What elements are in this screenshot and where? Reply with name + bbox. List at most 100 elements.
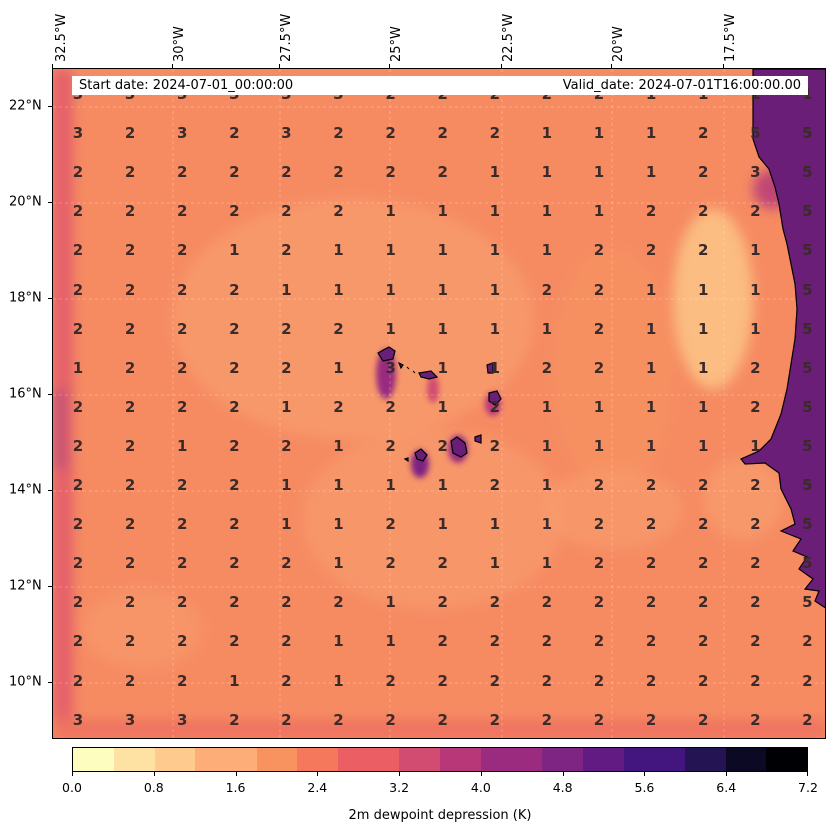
cape-verde-islands (377, 346, 502, 463)
grid-value: 1 (385, 241, 396, 260)
grid-value: 1 (645, 163, 657, 182)
grid-value: 2 (489, 632, 501, 651)
lat-label: 10°N (9, 674, 42, 690)
grid-value: 2 (697, 593, 709, 612)
grid-value: 2 (750, 710, 761, 729)
grid-value: 2 (176, 319, 188, 338)
grid-value: 2 (229, 319, 240, 338)
grid-value: 1 (645, 124, 657, 143)
grid-value: 2 (176, 476, 188, 494)
grid-value: 2 (72, 671, 84, 690)
grid-value: 2 (541, 280, 553, 299)
grid-value: 2 (176, 241, 188, 260)
grid-value: 5 (802, 554, 813, 573)
colorbar-swatch (664, 748, 685, 771)
lat-label: 22°N (9, 98, 42, 114)
grid-value: 2 (124, 163, 136, 182)
grid-value: 1 (489, 202, 501, 221)
grid-value: 1 (541, 202, 553, 221)
grid-value: 1 (645, 319, 657, 338)
grid-value: 1 (697, 397, 709, 416)
grid-value: 1 (541, 436, 553, 455)
valid-date-text: Valid_date: 2024-07-01T16:00:00.00 (562, 78, 801, 93)
grid-value: 1 (489, 241, 501, 260)
grid-value: 2 (72, 202, 84, 221)
colorbar-swatch (236, 748, 257, 771)
grid-value: 1 (385, 202, 396, 221)
colorbar-swatch (603, 748, 624, 771)
grid-value: 2 (333, 710, 344, 729)
colorbar-swatch (419, 748, 441, 771)
lon-label: 20°W (611, 26, 626, 62)
grid-value: 2 (697, 554, 709, 573)
grid-value: 2 (229, 710, 240, 729)
grid-value: 2 (593, 515, 605, 534)
lat-tick (48, 202, 52, 203)
grid-value: 1 (697, 436, 709, 455)
grid-value: 2 (385, 515, 396, 534)
grid-value: 2 (333, 124, 344, 143)
grid-value: 2 (176, 202, 188, 221)
grid-value: 1 (489, 358, 501, 377)
grid-value: 1 (750, 241, 761, 260)
grid-value: 2 (750, 476, 761, 494)
grid-value: 2 (176, 280, 188, 299)
grid-value: 3 (176, 124, 188, 143)
colorbar-swatch (317, 748, 339, 771)
grid-value: 3 (72, 124, 84, 143)
lat-tick (48, 394, 52, 395)
colorbar-swatch (93, 748, 114, 771)
colorbar-swatch (705, 748, 726, 771)
grid-value: 1 (333, 241, 344, 260)
grid-value: 2 (750, 632, 761, 651)
grid-value: 2 (229, 163, 240, 182)
grid-value: 2 (385, 124, 396, 143)
grid-value: 2 (72, 319, 84, 338)
colorbar-tick (726, 772, 728, 776)
grid-value: 5 (802, 280, 813, 299)
colorbar-swatch (113, 748, 135, 771)
grid-value: 2 (176, 593, 188, 612)
grid-value: 2 (437, 436, 448, 455)
lat-label: 18°N (9, 290, 42, 306)
grid-value: 2 (176, 515, 188, 534)
colorbar-swatch (745, 748, 767, 771)
grid-value: 2 (124, 397, 136, 416)
grid-value: 2 (802, 671, 813, 690)
colorbar-tick (644, 772, 646, 776)
grid-value: 2 (489, 436, 501, 455)
colorbar-tick (399, 772, 401, 776)
colorbar-swatch (562, 748, 583, 771)
grid-value: 2 (697, 632, 709, 651)
grid-value: 2 (750, 671, 761, 690)
grid-value: 1 (489, 163, 501, 182)
grid-value: 2 (229, 515, 240, 534)
grid-value: 2 (72, 554, 84, 573)
grid-value: 5 (802, 241, 813, 260)
colorbar-swatch (297, 748, 318, 771)
lon-tick (723, 64, 724, 68)
grid-value: 2 (124, 436, 136, 455)
grid-value: 2 (697, 671, 709, 690)
grid-value: 2 (802, 632, 813, 651)
grid-value: 5 (802, 515, 813, 534)
lat-tick (48, 490, 52, 491)
grid-value: 2 (645, 632, 657, 651)
colorbar-tick (317, 772, 319, 776)
grid-value: 5 (802, 397, 813, 416)
lat-label: 20°N (9, 194, 42, 210)
colorbar-swatch (684, 748, 706, 771)
grid-value: 2 (750, 358, 761, 377)
grid-value: 1 (697, 358, 709, 377)
grid-value: 5 (750, 124, 761, 143)
grid-value: 1 (437, 515, 448, 534)
grid-value: 2 (437, 593, 448, 612)
grid-value: 2 (124, 280, 136, 299)
grid-value: 1 (333, 280, 344, 299)
colorbar-tick-label: 1.6 (225, 780, 246, 795)
grid-value: 1 (541, 515, 553, 534)
grid-value: 2 (72, 476, 84, 494)
grid-value: 2 (541, 710, 553, 729)
colorbar-tick-label: 2.4 (307, 780, 328, 795)
grid-value: 2 (437, 124, 448, 143)
